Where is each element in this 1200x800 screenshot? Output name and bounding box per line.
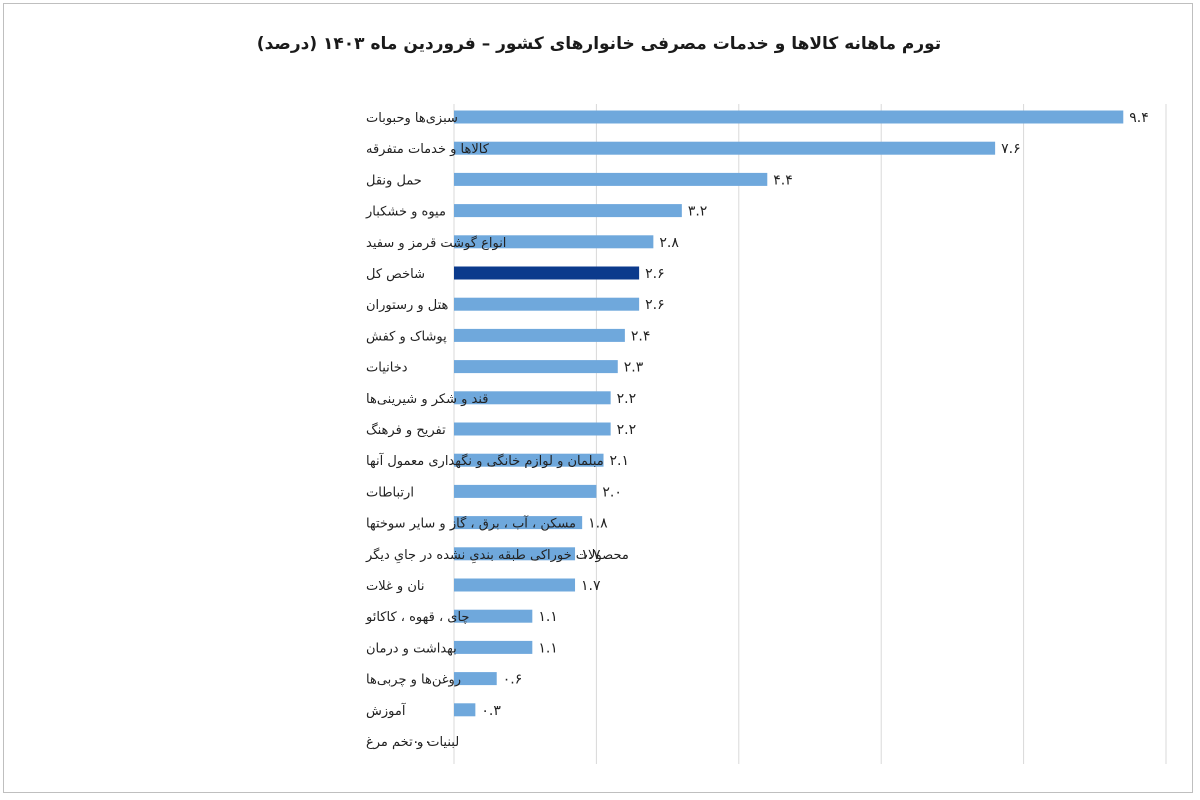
value-label: ۱.۱ [538, 609, 558, 625]
bar [454, 703, 476, 717]
bar [454, 391, 611, 405]
category-label: دخانیات [366, 361, 408, 376]
value-label: ۰.۶ [503, 672, 522, 688]
bar [454, 516, 583, 530]
bar [454, 266, 640, 280]
bar-chart: سبزی‌ها وحبوبات ۹.۴ کالاها و خدمات متفرقه ۷… [365, 104, 1167, 764]
bar [454, 235, 654, 249]
value-label: ۱.۱ [538, 640, 558, 656]
bar [454, 547, 576, 561]
category-label: انواع گوشت قرمز و سفید [366, 235, 506, 251]
category-label: مبلمان و لوازم خانگی و نگهداری معمول آنه… [366, 452, 604, 469]
value-label: ۱.۷ [581, 578, 601, 594]
bar [454, 360, 618, 374]
value-label: ۱.۸ [588, 516, 608, 532]
bar [454, 578, 576, 592]
bar-layer [454, 110, 1124, 717]
value-label: ۱.۷ [581, 547, 601, 563]
bar [454, 422, 611, 436]
bar [454, 640, 533, 654]
value-label: ۲.۴ [631, 328, 651, 344]
value-label: ۲.۲ [617, 391, 637, 407]
bar [454, 204, 682, 218]
bar [454, 672, 497, 686]
bar [454, 172, 768, 186]
value-label: ۰.۳ [481, 703, 501, 719]
value-label: ۲.۸ [659, 235, 679, 251]
bar [454, 110, 1124, 124]
value-label: ۲.۶ [645, 297, 665, 313]
category-label: محصولات خوراکی طبقه بندیِ نشده در جایِ د… [365, 547, 629, 564]
category-label: چای ، قهوه ، کاکائو [365, 610, 469, 625]
bar [454, 297, 640, 311]
category-label: مسکن ، آب ، برق ، گاز و سایر سوختها [366, 515, 576, 532]
category-label: روغن‌ها و چربی‌ها [366, 673, 461, 688]
value-label: ۳.۲ [688, 204, 708, 220]
chart-frame: تورم ماهانه کالاها و خدمات مصرفی خانواره… [3, 3, 1193, 793]
chart-title: تورم ماهانه کالاها و خدمات مصرفی خانواره… [256, 34, 942, 54]
bar [454, 484, 597, 498]
bar [454, 453, 604, 467]
value-label: ۹.۴ [1129, 110, 1149, 126]
category-label: لبنیات و تخم مرغ [366, 735, 459, 750]
value-label: ۷.۶ [1001, 141, 1021, 157]
value-label: ۲.۲ [617, 422, 637, 438]
category-label: ارتباطات [366, 485, 414, 500]
category-label: سبزی‌ها وحبوبات [366, 111, 458, 126]
bar [454, 328, 625, 342]
value-label: ۴.۴ [773, 172, 793, 188]
value-label: ۲.۱ [610, 453, 630, 469]
category-label: تفریح و فرهنگ [366, 422, 446, 438]
category-label: شاخص کل [366, 267, 425, 282]
bar [454, 609, 533, 623]
value-label: ۲.۶ [645, 266, 665, 282]
value-label: ۲.۰ [602, 484, 622, 500]
category-label: کالاها و خدمات متفرقه [366, 142, 490, 157]
category-label: میوه و خشکبار [365, 205, 446, 220]
category-label: قند و شکر و شیرینی‌ها [366, 392, 488, 407]
category-label: هتل و رستوران [366, 298, 449, 313]
value-label: ۲.۳ [624, 360, 644, 376]
category-label: آموزش [366, 702, 407, 719]
category-label: بهداشت و درمان [366, 641, 457, 656]
category-label: حمل ونقل [366, 173, 422, 188]
bar [454, 141, 996, 155]
label-layer: سبزی‌ها وحبوبات ۹.۴ کالاها و خدمات متفرقه ۷… [365, 110, 1149, 750]
category-label: نان و غلات [366, 579, 424, 594]
value-label: ۰.۰ [412, 734, 432, 750]
category-label: پوشاک و کفش [366, 329, 447, 344]
